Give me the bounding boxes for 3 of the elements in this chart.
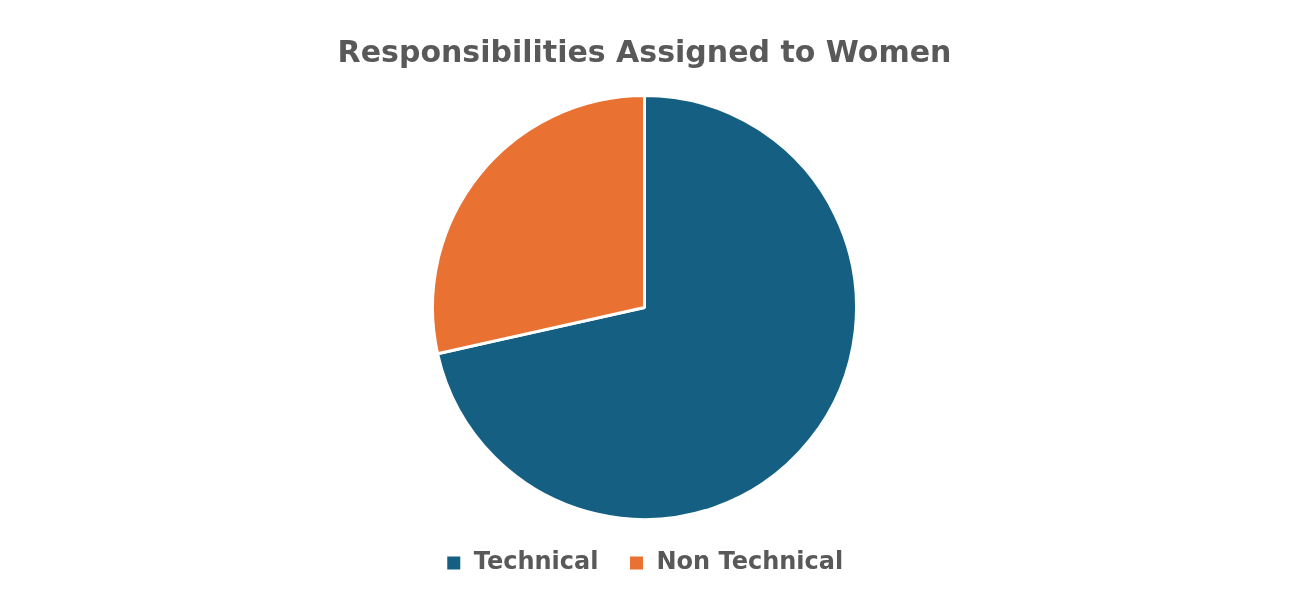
- chart-title: Responsibilities Assigned to Women: [337, 33, 952, 69]
- legend-label: Non Technical: [656, 547, 844, 576]
- legend-label: Technical: [473, 547, 599, 576]
